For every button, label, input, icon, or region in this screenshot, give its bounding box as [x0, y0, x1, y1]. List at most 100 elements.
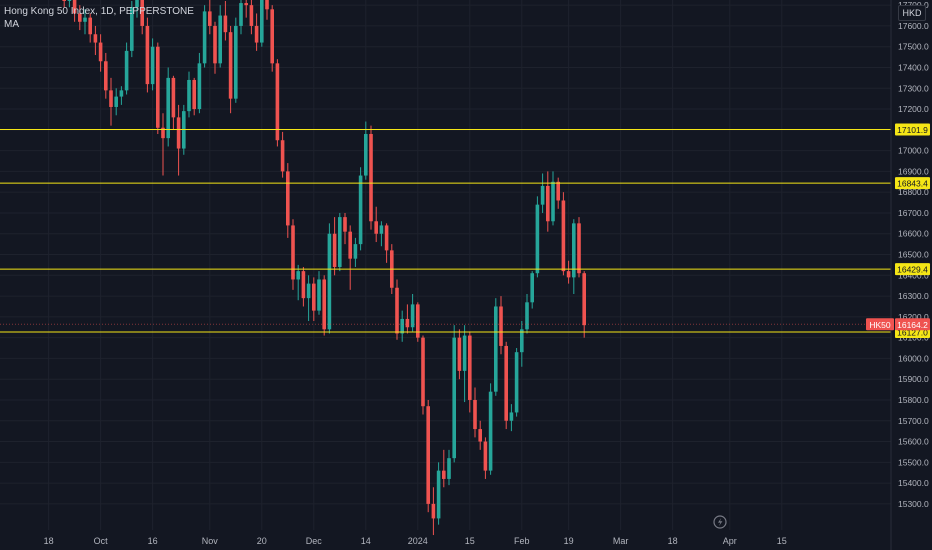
- candle: [431, 487, 436, 536]
- candle: [176, 104, 181, 176]
- candle-body: [421, 337, 425, 407]
- candle: [457, 329, 462, 380]
- price-tick-label: 15600.0: [898, 437, 929, 447]
- time-tick-label: 18: [44, 536, 54, 546]
- candle-body: [286, 171, 290, 226]
- candle-body: [358, 175, 363, 245]
- horizontal-levels[interactable]: [0, 128, 891, 333]
- candle-body: [348, 231, 352, 259]
- time-tick-label: 18: [668, 536, 678, 546]
- candle: [332, 217, 337, 276]
- candle: [369, 125, 373, 230]
- price-tick-label: 15900.0: [898, 374, 929, 384]
- candle: [353, 237, 358, 267]
- candle: [462, 325, 467, 403]
- time-axis[interactable]: Sep18Oct16Nov20Dec14202415Feb19Mar18Apr1…: [0, 536, 787, 546]
- candle-body: [426, 406, 430, 504]
- candle-body: [249, 5, 254, 26]
- currency-button[interactable]: HKD: [898, 5, 926, 21]
- candle-body: [535, 204, 540, 274]
- candle-body: [572, 223, 576, 278]
- candle: [410, 293, 415, 332]
- candle-body: [223, 15, 228, 33]
- level-price-label: 16843.4: [897, 179, 928, 189]
- candle: [197, 52, 202, 114]
- level-price-label: 16127.0: [897, 328, 928, 338]
- candle: [504, 341, 508, 430]
- candle: [109, 77, 113, 126]
- candle: [254, 13, 259, 51]
- candle-body: [88, 17, 92, 35]
- candle: [249, 0, 254, 35]
- candle: [540, 173, 545, 213]
- candle-body: [478, 429, 482, 442]
- candle: [546, 171, 550, 232]
- candle: [260, 0, 264, 47]
- candle-body: [98, 42, 103, 62]
- candle-body: [296, 271, 300, 280]
- candle: [88, 13, 92, 43]
- candle-body: [374, 221, 378, 234]
- price-flags: 17101.9 16843.4 16429.4 16127.0 HK50 16164.2: [866, 123, 930, 339]
- candle-body: [488, 391, 493, 471]
- time-tick-label: 15: [777, 536, 787, 546]
- time-tick-label: Oct: [94, 536, 109, 546]
- candle: [343, 212, 347, 245]
- price-tick-label: 17000.0: [898, 146, 929, 156]
- candle-body: [483, 441, 488, 471]
- candle: [265, 0, 269, 20]
- candle: [499, 296, 503, 355]
- candle-body: [457, 337, 462, 371]
- candle-body: [119, 90, 124, 97]
- candle: [218, 5, 222, 68]
- candle: [514, 348, 519, 417]
- candle: [67, 0, 72, 8]
- candle-body: [218, 15, 222, 64]
- candle-body: [270, 9, 274, 64]
- candle-body: [540, 185, 545, 205]
- candle-body: [566, 271, 571, 278]
- candle-body: [280, 140, 285, 172]
- price-tick-label: 16400.0: [898, 270, 929, 280]
- candle-body: [197, 63, 202, 110]
- candle-body: [234, 25, 238, 99]
- indicator-label[interactable]: MA: [4, 19, 19, 30]
- candle: [312, 277, 316, 322]
- candle: [509, 404, 514, 432]
- candle-body: [327, 233, 332, 330]
- price-tick-label: 17300.0: [898, 83, 929, 93]
- time-tick-label: 16: [148, 536, 158, 546]
- candle: [551, 171, 555, 226]
- candle: [306, 275, 311, 322]
- candle-body: [369, 133, 373, 222]
- candle: [275, 59, 280, 147]
- snapshot-icon[interactable]: [713, 515, 727, 529]
- candle: [145, 17, 150, 93]
- candle: [124, 42, 129, 95]
- candle-body: [228, 32, 233, 99]
- candle-body: [556, 181, 560, 201]
- candle: [520, 321, 524, 367]
- candle-body: [525, 302, 529, 330]
- price-tick-label: 15400.0: [898, 478, 929, 488]
- candle-body: [176, 117, 181, 149]
- candle-body: [410, 304, 415, 328]
- candle: [78, 5, 82, 31]
- candle: [348, 225, 352, 290]
- candle-body: [462, 335, 467, 371]
- candle-body: [546, 185, 550, 222]
- candle: [436, 462, 441, 525]
- candle: [171, 75, 176, 130]
- candle-body: [317, 279, 321, 311]
- candle-body: [145, 25, 150, 85]
- candle-body: [551, 181, 555, 222]
- candle-body: [265, 0, 269, 10]
- candle: [416, 302, 420, 342]
- candle-body: [72, 0, 77, 14]
- candle-body: [260, 0, 264, 43]
- candle: [98, 34, 103, 72]
- candle: [161, 113, 165, 176]
- price-tick-label: 17600.0: [898, 21, 929, 31]
- candle-body: [78, 13, 82, 22]
